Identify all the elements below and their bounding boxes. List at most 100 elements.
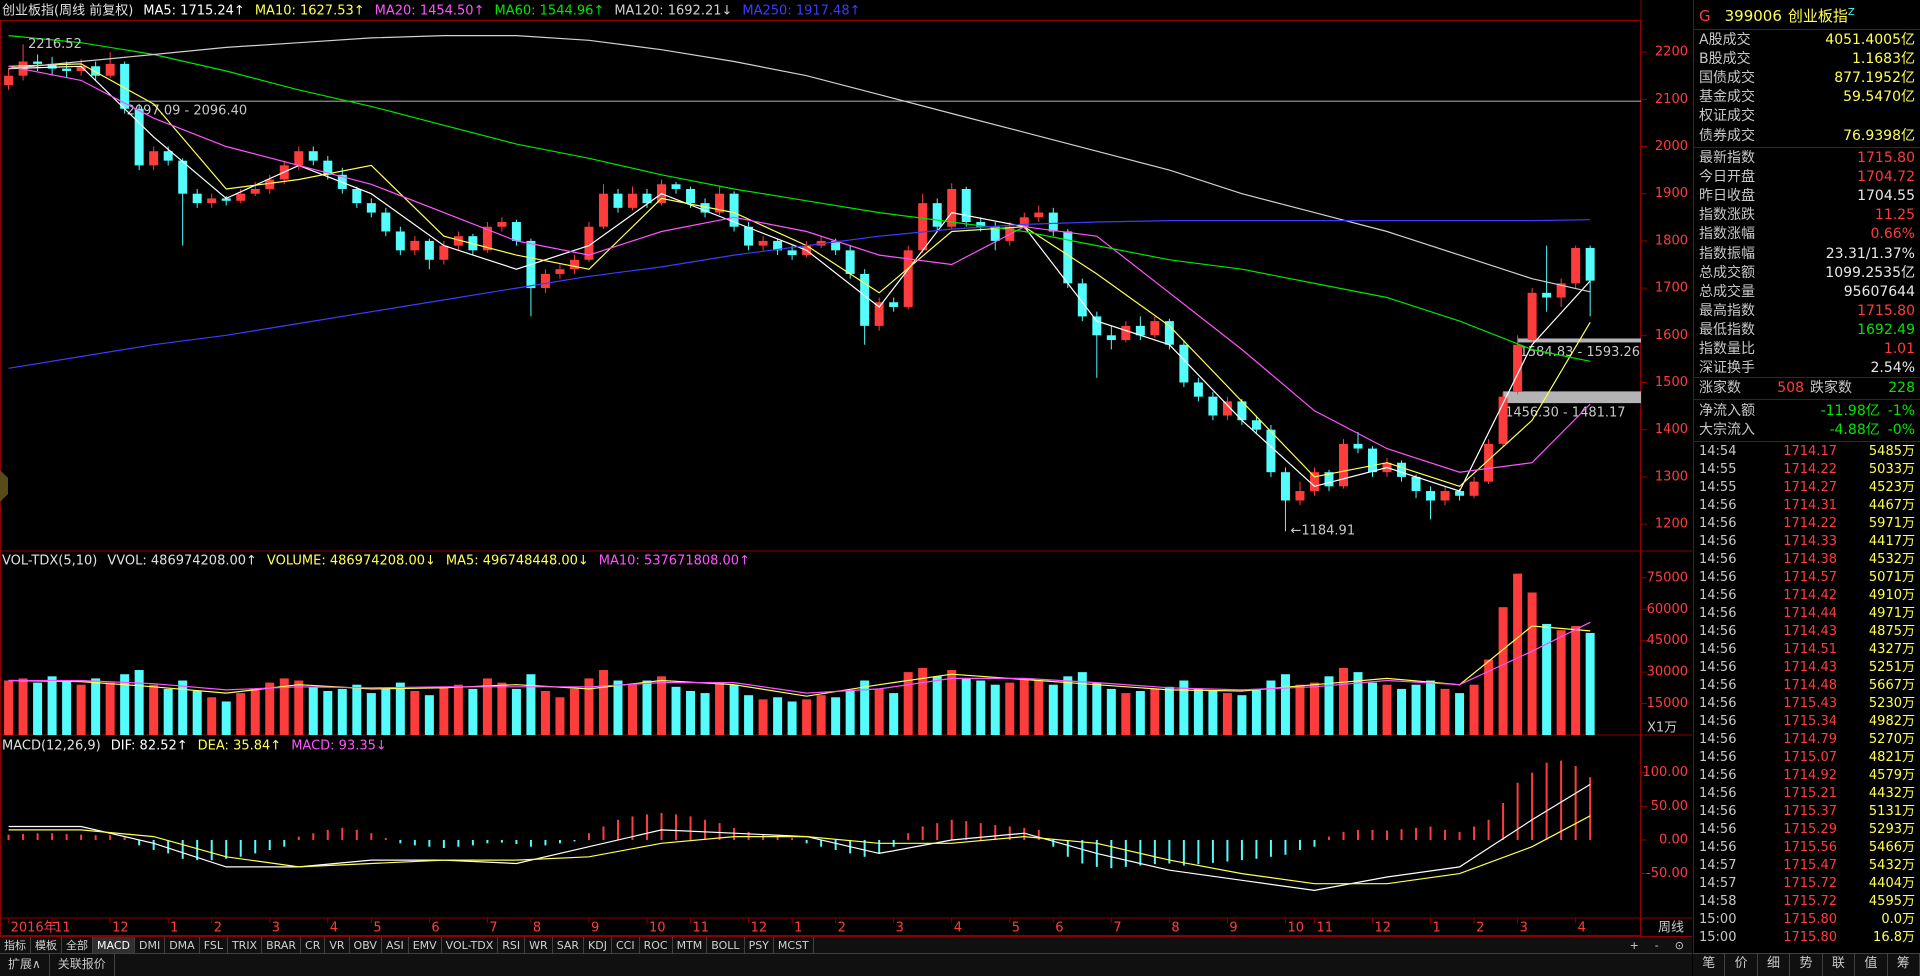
side-handle[interactable] bbox=[0, 470, 8, 502]
indicator-tab[interactable]: ROC bbox=[640, 937, 673, 954]
indicator-tab[interactable]: SAR bbox=[553, 937, 585, 954]
candle-body bbox=[1222, 401, 1232, 416]
volume-bar bbox=[1019, 678, 1029, 735]
indicator-tab[interactable]: CCI bbox=[612, 937, 640, 954]
row-label: 今日开盘 bbox=[1699, 169, 1755, 186]
indicator-tab[interactable]: 模板 bbox=[31, 937, 62, 954]
quote-panel: G 399006 创业板指Z A股成交 4051.4005亿 B股成交 1.1683亿 国债成… bbox=[1693, 0, 1920, 953]
volume-bar bbox=[584, 678, 594, 735]
indicator-tab[interactable]: BOLL bbox=[707, 937, 745, 954]
indicator-tab[interactable]: VR bbox=[325, 937, 350, 954]
indicator-tab[interactable]: CR bbox=[301, 937, 326, 954]
candle-body bbox=[323, 160, 333, 175]
indicator-tab[interactable]: WR bbox=[525, 937, 553, 954]
indicator-tab[interactable]: VOL-TDX bbox=[442, 937, 499, 954]
candle-body bbox=[192, 193, 202, 204]
panel-tab[interactable]: 筹 bbox=[1888, 954, 1920, 976]
volume-bar bbox=[598, 670, 608, 735]
y-tick-label: 1900 bbox=[1655, 186, 1688, 201]
info-row: 14:56 1714.51 4327万 bbox=[1699, 641, 1915, 659]
row-label: 最新指数 bbox=[1699, 150, 1755, 166]
indicator-tab[interactable]: MACD bbox=[93, 937, 135, 954]
candle-body bbox=[453, 236, 463, 246]
panel-tab[interactable]: 价 bbox=[1725, 954, 1758, 976]
y-tick-label: -50.00 bbox=[1646, 866, 1688, 881]
volume-bar bbox=[366, 693, 376, 735]
zoom-button[interactable]: ⊙ bbox=[1674, 939, 1684, 952]
candle-body bbox=[947, 188, 957, 227]
candle-body bbox=[744, 226, 754, 246]
volume-bar bbox=[569, 688, 579, 735]
indicator-tab[interactable]: KDJ bbox=[584, 937, 612, 954]
indicator-tab[interactable]: MTM bbox=[673, 937, 708, 954]
tick-price: 1714.33 bbox=[1783, 534, 1837, 549]
info-row: 14:56 1714.38 4532万 bbox=[1699, 551, 1915, 569]
row-label: 最低指数 bbox=[1699, 321, 1755, 338]
tick-time: 14:56 bbox=[1699, 750, 1737, 765]
panel-tab[interactable]: 笔 bbox=[1693, 954, 1726, 976]
indicator-tab[interactable]: PSY bbox=[745, 937, 774, 954]
bottom-tab[interactable]: 关联报价 bbox=[50, 954, 115, 976]
indicator-tab[interactable]: MCST bbox=[774, 937, 814, 954]
info-row: 基金成交 59.5470亿 bbox=[1699, 88, 1915, 107]
x-tick-label: 11 bbox=[1316, 921, 1333, 936]
tick-volume: 4417万 bbox=[1868, 534, 1915, 549]
zoom-button[interactable]: + bbox=[1629, 939, 1639, 952]
name: 创业板指 bbox=[1787, 7, 1848, 25]
indicator-tab[interactable]: FSL bbox=[200, 937, 228, 954]
superscript: Z bbox=[1847, 7, 1855, 18]
panel-tab[interactable]: 细 bbox=[1758, 954, 1791, 976]
y-tick-label: 45000 bbox=[1647, 633, 1688, 648]
candle-body bbox=[265, 179, 275, 189]
gap-label: 1456.30 - 1481.17 bbox=[1505, 406, 1625, 421]
indicator-tab[interactable]: 指标 bbox=[0, 937, 31, 954]
tick-price: 1714.31 bbox=[1783, 498, 1837, 513]
tick-price: 1714.79 bbox=[1783, 732, 1837, 747]
bottom-bar: 扩展∧ 关联报价 bbox=[0, 953, 1692, 976]
separator bbox=[1694, 399, 1920, 400]
candle-body bbox=[758, 240, 768, 246]
row-label: 指数振幅 bbox=[1699, 245, 1755, 262]
indicator-tab[interactable]: DMI bbox=[135, 937, 166, 954]
indicator-tab[interactable]: OBV bbox=[350, 937, 382, 954]
candle-body bbox=[613, 193, 623, 208]
zoom-button[interactable]: - bbox=[1654, 939, 1659, 952]
candle-body bbox=[1208, 396, 1218, 416]
candle-body bbox=[671, 184, 681, 189]
row-value: 1099.2535亿 bbox=[1825, 264, 1915, 281]
row-label: 国债成交 bbox=[1699, 70, 1755, 87]
indicator-tab[interactable]: BRAR bbox=[262, 937, 302, 954]
tick-time: 14:56 bbox=[1699, 822, 1737, 837]
legend-entry: MA10: 1627.53↑ bbox=[255, 4, 365, 19]
indicator-tab[interactable]: TRIX bbox=[228, 937, 263, 954]
tick-volume: 5432万 bbox=[1868, 858, 1915, 873]
y-tick-label: 50.00 bbox=[1651, 799, 1688, 814]
candle-body bbox=[1135, 325, 1145, 336]
volume-bar bbox=[236, 693, 246, 735]
indicator-tab[interactable]: EMV bbox=[409, 937, 442, 954]
indicator-tab[interactable]: DMA bbox=[165, 937, 200, 954]
tick-price: 1715.56 bbox=[1783, 840, 1837, 855]
x-tick-label: 12 bbox=[751, 921, 768, 936]
code: 399006 bbox=[1724, 7, 1782, 25]
indicator-tabs: 指标 模板 全部 MACD DMI DMA FSL TRIX BRAR CR VR OBV ASI EMV… bbox=[0, 936, 1692, 954]
indicator-tab[interactable]: ASI bbox=[382, 937, 409, 954]
y-tick-label: 0.00 bbox=[1659, 832, 1688, 847]
candle-body bbox=[1469, 481, 1479, 496]
volume-bar bbox=[482, 678, 492, 735]
row-label: 权证成交 bbox=[1699, 108, 1755, 125]
candle-body bbox=[874, 302, 884, 326]
x-tick-label: 2016年 bbox=[11, 921, 57, 936]
indicator-tab[interactable]: 全部 bbox=[62, 937, 93, 954]
tick-price: 1715.80 bbox=[1783, 930, 1837, 945]
tick-time: 14:56 bbox=[1699, 678, 1737, 693]
info-row: 14:55 1714.27 4523万 bbox=[1699, 479, 1915, 497]
info-row: 14:56 1714.48 5667万 bbox=[1699, 677, 1915, 695]
tick-time: 15:00 bbox=[1699, 930, 1737, 945]
panel-tab[interactable]: 值 bbox=[1855, 954, 1888, 976]
info-row: 涨家数 508 跌家数 228 bbox=[1699, 379, 1915, 398]
panel-tab[interactable]: 联 bbox=[1823, 954, 1856, 976]
indicator-tab[interactable]: RSI bbox=[498, 937, 526, 954]
panel-tab[interactable]: 势 bbox=[1790, 954, 1823, 976]
bottom-tab[interactable]: 扩展∧ bbox=[0, 954, 50, 976]
